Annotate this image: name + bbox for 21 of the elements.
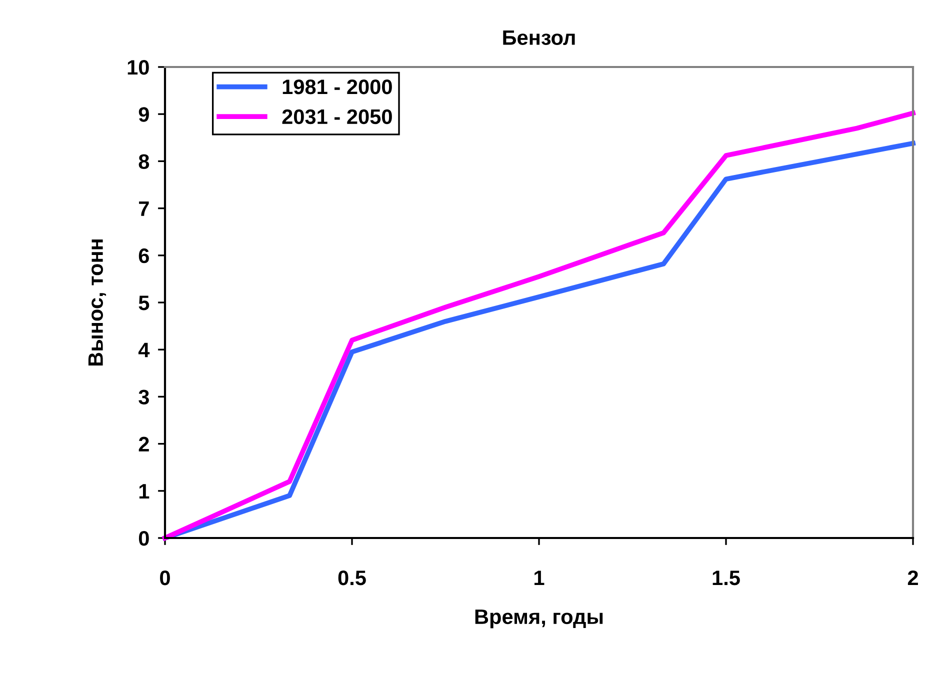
y-tick-label: 7 bbox=[139, 202, 149, 216]
x-tick-label: 0 bbox=[160, 570, 170, 586]
y-tick-label: 9 bbox=[138, 107, 149, 122]
y-tick-label: 5 bbox=[138, 296, 150, 310]
x-tick-label: 1.5 bbox=[712, 570, 740, 586]
legend-label: 1981 - 2000 bbox=[282, 80, 392, 94]
y-tick-label: 3 bbox=[138, 390, 149, 404]
y-tick-label: 10 bbox=[128, 60, 149, 75]
legend-label: 2031 - 2050 bbox=[282, 109, 392, 124]
x-tick-label: 0.5 bbox=[338, 570, 366, 586]
y-tick-label: 2 bbox=[138, 436, 149, 452]
y-tick-label: 8 bbox=[138, 154, 150, 169]
y-tick-label: 6 bbox=[138, 248, 149, 264]
y-tick-label: 1 bbox=[139, 484, 150, 498]
y-tick-label: 0 bbox=[138, 531, 149, 546]
y-tick-label: 4 bbox=[138, 342, 150, 358]
chart-title: Бензол bbox=[503, 30, 575, 45]
x-tick-label: 1 bbox=[534, 570, 544, 586]
x-tick-label: 2 bbox=[908, 570, 918, 586]
y-axis-title: Вынос, тонн bbox=[88, 240, 106, 366]
x-axis-title: Время, годы bbox=[475, 610, 603, 628]
